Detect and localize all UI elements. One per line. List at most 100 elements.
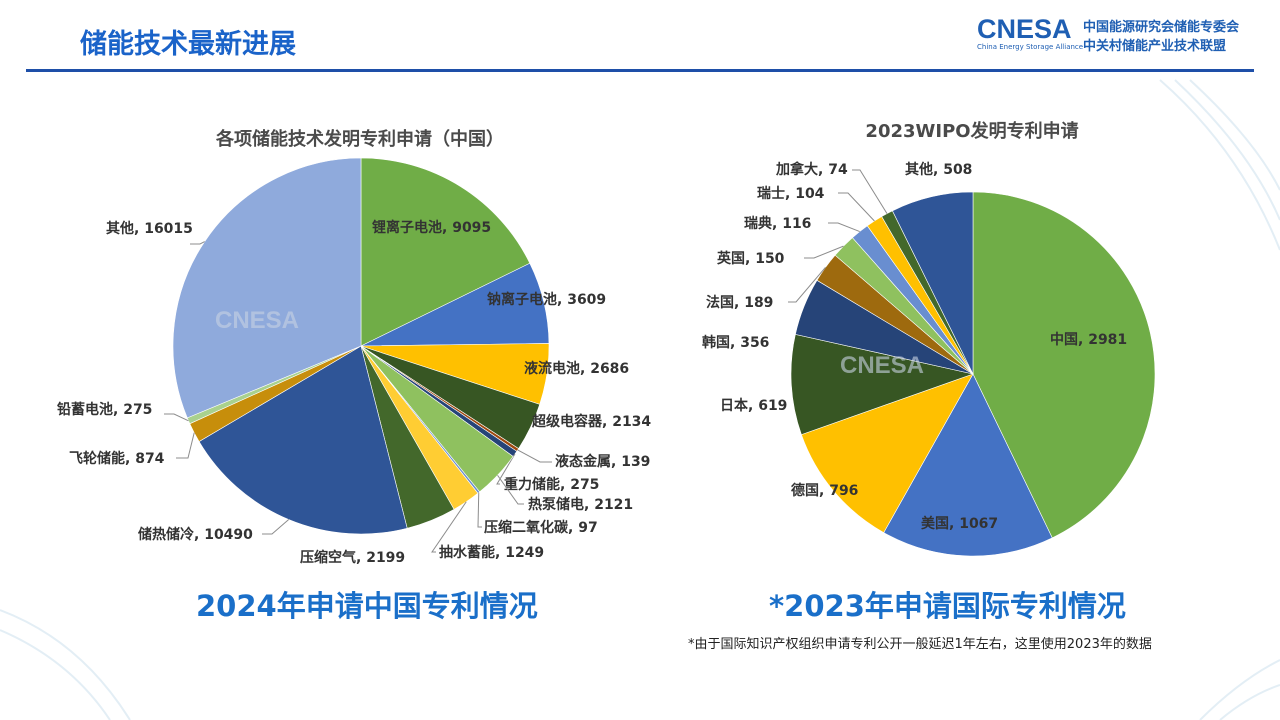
watermark-right: CNESA xyxy=(840,352,924,379)
slice-label-name: 储热储冷 xyxy=(137,526,194,543)
slice-label: 热泵储电, 2121 xyxy=(528,496,633,513)
slice-label: 液态金属, 139 xyxy=(555,453,650,470)
logo-wordmark: CNESA xyxy=(977,14,1072,44)
slice-label: 铅蓄电池, 275 xyxy=(56,401,152,418)
slice-label-value: 97 xyxy=(578,520,597,536)
slice-label-sep: , xyxy=(785,186,795,202)
slice-label-value: 874 xyxy=(135,451,164,467)
slice-label-sep: , xyxy=(611,454,621,470)
slice-label-sep: , xyxy=(819,483,829,499)
pie-slice xyxy=(790,334,975,435)
slice-label-value: 3609 xyxy=(567,292,606,308)
slice-label-sep: , xyxy=(772,216,782,232)
slice-label-sep: , xyxy=(194,527,204,543)
pie-slice xyxy=(360,157,531,347)
leader-line xyxy=(477,492,482,528)
slice-label-value: 275 xyxy=(570,477,599,493)
slice-label: 加拿大, 74 xyxy=(775,161,848,178)
slice-label-name: 日本 xyxy=(720,397,749,414)
slice-label-value: 104 xyxy=(795,186,824,202)
slice-label-value: 2981 xyxy=(1088,332,1127,348)
slice-label-value: 2121 xyxy=(594,497,633,513)
pie-slice xyxy=(883,373,1053,557)
leader-line xyxy=(838,192,875,222)
footnote: *由于国际知识产权组织申请专利公开一般延迟1年左右，这里使用2023年的数据 xyxy=(688,637,1152,652)
leader-line xyxy=(788,267,826,303)
leader-line xyxy=(828,222,860,232)
decorative-curves xyxy=(0,79,1280,720)
slice-label-name: 重力储能 xyxy=(504,476,560,493)
slice-label-name: 瑞士 xyxy=(757,185,785,202)
slice-label-value: 2686 xyxy=(590,361,629,377)
slice-label-name: 韩国 xyxy=(702,334,730,351)
chart-title-wipo: 2023WIPO发明专利申请 xyxy=(865,120,1078,142)
slice-label-value: 508 xyxy=(943,162,972,178)
slice-label: 其他, 508 xyxy=(905,161,972,178)
slice-label-name: 铅蓄电池 xyxy=(56,401,113,418)
leader-line xyxy=(164,413,189,422)
slice-label: 法国, 189 xyxy=(706,294,773,311)
slice-label-sep: , xyxy=(557,292,567,308)
slice-label-value: 2199 xyxy=(366,550,405,566)
slice-label-name: 加拿大 xyxy=(775,161,818,178)
slice-label-name: 抽水蓄能 xyxy=(439,544,495,561)
watermark: CNESA CNESA xyxy=(215,307,924,379)
pie-china: 锂离子电池, 9095 钠离子电池, 3609 液流电池, 2686 超级电容器, 2… xyxy=(56,157,651,566)
slice-label-name: 飞轮储能 xyxy=(69,450,125,467)
cnesa-logo: CNESA China Energy Storage Alliance 中国能源… xyxy=(975,14,1265,54)
leader-line xyxy=(431,501,467,553)
slice-label-value: 150 xyxy=(755,251,784,267)
logo-org-line1: 中国能源研究会储能专委会 xyxy=(1083,20,1240,35)
slice-label-sep: , xyxy=(584,497,594,513)
slice-label-sep: , xyxy=(1078,332,1088,348)
slice-label-value: 275 xyxy=(123,402,152,418)
pie-slice xyxy=(172,157,362,419)
slice-label-sep: , xyxy=(602,414,612,430)
logo-subtitle: China Energy Storage Alliance xyxy=(977,43,1084,51)
slice-label-value: 116 xyxy=(782,216,811,232)
slice-label: 液流电池, 2686 xyxy=(524,360,629,377)
caption-international: *2023年申请国际专利情况 xyxy=(769,589,1126,623)
slice-label-sep: , xyxy=(442,220,452,236)
slice-label: 中国, 2981 xyxy=(1050,331,1127,348)
slice-label: 美国, 1067 xyxy=(921,515,998,532)
slice-label: 瑞典, 116 xyxy=(744,215,811,232)
leader-line xyxy=(176,432,195,459)
slice-label: 其他, 16015 xyxy=(106,220,193,237)
pie-wipo: 中国, 2981 美国, 1067 德国, 796 日本, 619 韩国, 356 法国,… xyxy=(702,161,1156,557)
slice-label-sep: , xyxy=(560,477,570,493)
slice-label-value: 10490 xyxy=(204,527,253,543)
pie-slice xyxy=(972,191,1156,539)
leader-line xyxy=(262,519,290,535)
slice-label-name: 压缩空气 xyxy=(300,549,356,566)
slice-label-value: 1249 xyxy=(505,545,544,561)
slice-label-value: 796 xyxy=(829,483,858,499)
slice-label-sep: , xyxy=(125,451,135,467)
watermark-left: CNESA xyxy=(215,307,299,334)
slice-label: 压缩二氧化碳, 97 xyxy=(484,519,598,536)
leader-line xyxy=(496,453,516,485)
slice-label-sep: , xyxy=(134,221,144,237)
slice-label-name: 液态金属 xyxy=(555,453,611,470)
slice-label-name: 英国 xyxy=(716,250,745,267)
slice-label: 飞轮储能, 874 xyxy=(69,450,165,467)
slice-label-sep: , xyxy=(580,361,590,377)
pie-slice xyxy=(892,191,974,375)
slice-label-name: 中国 xyxy=(1050,331,1078,348)
slice-label-value: 189 xyxy=(744,295,773,311)
slice-label-name: 其他 xyxy=(106,220,134,237)
slice-label-sep: , xyxy=(568,520,578,536)
title-divider xyxy=(26,69,1254,72)
slice-label-name: 热泵储电 xyxy=(528,496,584,513)
slice-label: 钠离子电池, 3609 xyxy=(487,291,606,308)
slice-label-sep: , xyxy=(933,162,943,178)
slice-label: 日本, 619 xyxy=(720,397,787,414)
caption-china: 2024年申请中国专利情况 xyxy=(196,589,538,623)
leader-line xyxy=(852,169,888,214)
slice-label-value: 16015 xyxy=(144,221,193,237)
slice-label-name: 超级电容器 xyxy=(531,413,603,430)
slice-label-sep: , xyxy=(734,295,744,311)
slice-label-sep: , xyxy=(113,402,123,418)
slice-label: 重力储能, 275 xyxy=(504,476,599,493)
